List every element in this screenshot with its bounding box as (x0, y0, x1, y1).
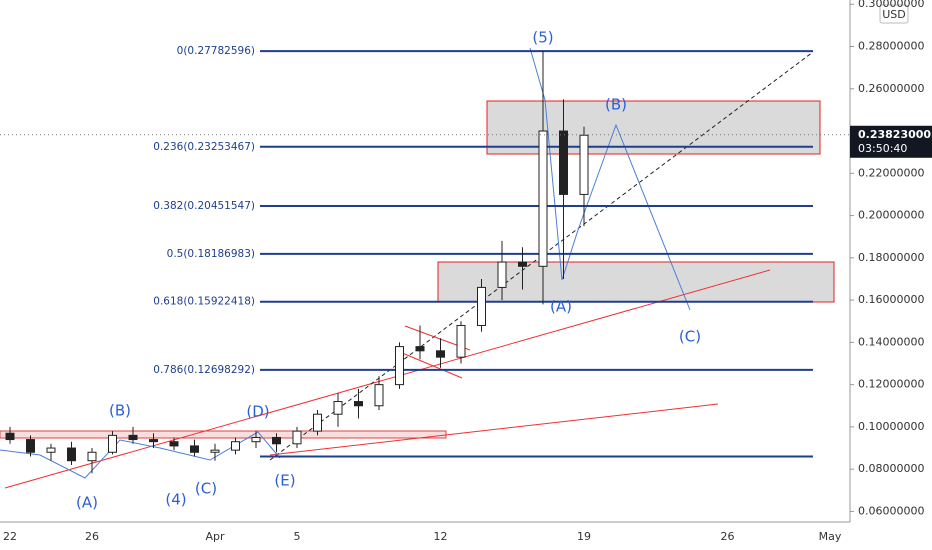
candle-body (231, 441, 240, 451)
x-tick-label: May (819, 530, 842, 543)
fib-label: 0.618(0.15922418) (153, 296, 255, 308)
y-tick-label: 0.28000000 (858, 39, 924, 52)
candle-body (497, 261, 507, 288)
candle-body (149, 439, 158, 443)
candle-body (436, 350, 445, 358)
last-price-label: 0.23823000 (858, 128, 931, 141)
x-tick-label: 26 (721, 530, 735, 543)
currency-box (879, 4, 909, 24)
y-tick-label: 0.20000000 (858, 209, 924, 222)
candle-body (333, 401, 343, 415)
candle-body (67, 447, 76, 462)
y-tick-label: 0.16000000 (858, 293, 924, 306)
candle-body (395, 346, 404, 386)
candle-body (518, 261, 527, 267)
candle-body (579, 134, 589, 195)
y-tick-label: 0.30000000 (858, 0, 924, 10)
trend-line (4, 269, 771, 489)
countdown: 03:50:40 (858, 142, 907, 155)
candle-body (108, 434, 117, 453)
x-tick-label: 22 (3, 530, 17, 543)
candle-body (251, 436, 261, 443)
y-tick-label: 0.08000000 (858, 462, 924, 475)
candle-body (169, 441, 179, 447)
last-price-tag (850, 125, 932, 158)
fib-label: 0.236(0.23253467) (153, 141, 255, 153)
wave-label: (A) (76, 494, 98, 512)
x-tick-label: 12 (434, 530, 448, 543)
candle-body (538, 130, 548, 267)
wave-label: (4) (165, 491, 186, 509)
y-tick-label: 0.06000000 (858, 504, 924, 517)
x-tick-label: 5 (294, 530, 301, 543)
range-box (437, 261, 835, 303)
candle-body (559, 130, 568, 195)
wave-label: (5) (532, 29, 553, 47)
x-tick-label: 19 (577, 530, 591, 543)
fib-label: 0(0.27782596) (177, 45, 255, 57)
wave-label: (E) (274, 472, 295, 490)
candle-body (292, 430, 302, 445)
y-tick-label: 0.12000000 (858, 378, 924, 391)
candle-body (190, 445, 199, 453)
y-tick-label: 0.10000000 (858, 420, 924, 433)
wave-label: (C) (195, 480, 217, 498)
candle-body (456, 324, 466, 358)
wave-label: (B) (109, 402, 131, 420)
fib-label: 0.786(0.12698292) (153, 364, 255, 376)
y-tick-label: 0.22000000 (858, 166, 924, 179)
wave-label: (C) (679, 328, 701, 346)
candle-body (5, 432, 15, 441)
y-tick-label: 0.18000000 (858, 251, 924, 264)
candle-body (354, 401, 363, 407)
trend-line (269, 403, 719, 456)
fib-label: 0.382(0.20451547) (153, 200, 255, 212)
candle-body (210, 449, 220, 453)
candle-body (313, 413, 322, 432)
wave-label: (D) (246, 403, 269, 421)
wave-path (0, 431, 281, 479)
range-box (0, 430, 447, 439)
candle-body (477, 286, 486, 326)
x-tick-label: 26 (85, 530, 99, 543)
candle-body (26, 439, 35, 453)
candle-body (374, 384, 384, 407)
x-tick-label: Apr (205, 530, 225, 543)
candle-body (46, 447, 56, 453)
candle-body (87, 451, 97, 462)
candle-body (272, 436, 281, 445)
wave-label: (A) (550, 298, 572, 316)
candle-body (128, 434, 138, 441)
currency: USD (882, 8, 906, 21)
y-tick-label: 0.26000000 (858, 82, 924, 95)
candle-body (415, 346, 425, 352)
channel-line (394, 349, 463, 379)
y-tick-label: 0.14000000 (858, 335, 924, 348)
fib-label: 0.5(0.18186983) (167, 248, 255, 260)
wave-label: (B) (605, 96, 627, 114)
